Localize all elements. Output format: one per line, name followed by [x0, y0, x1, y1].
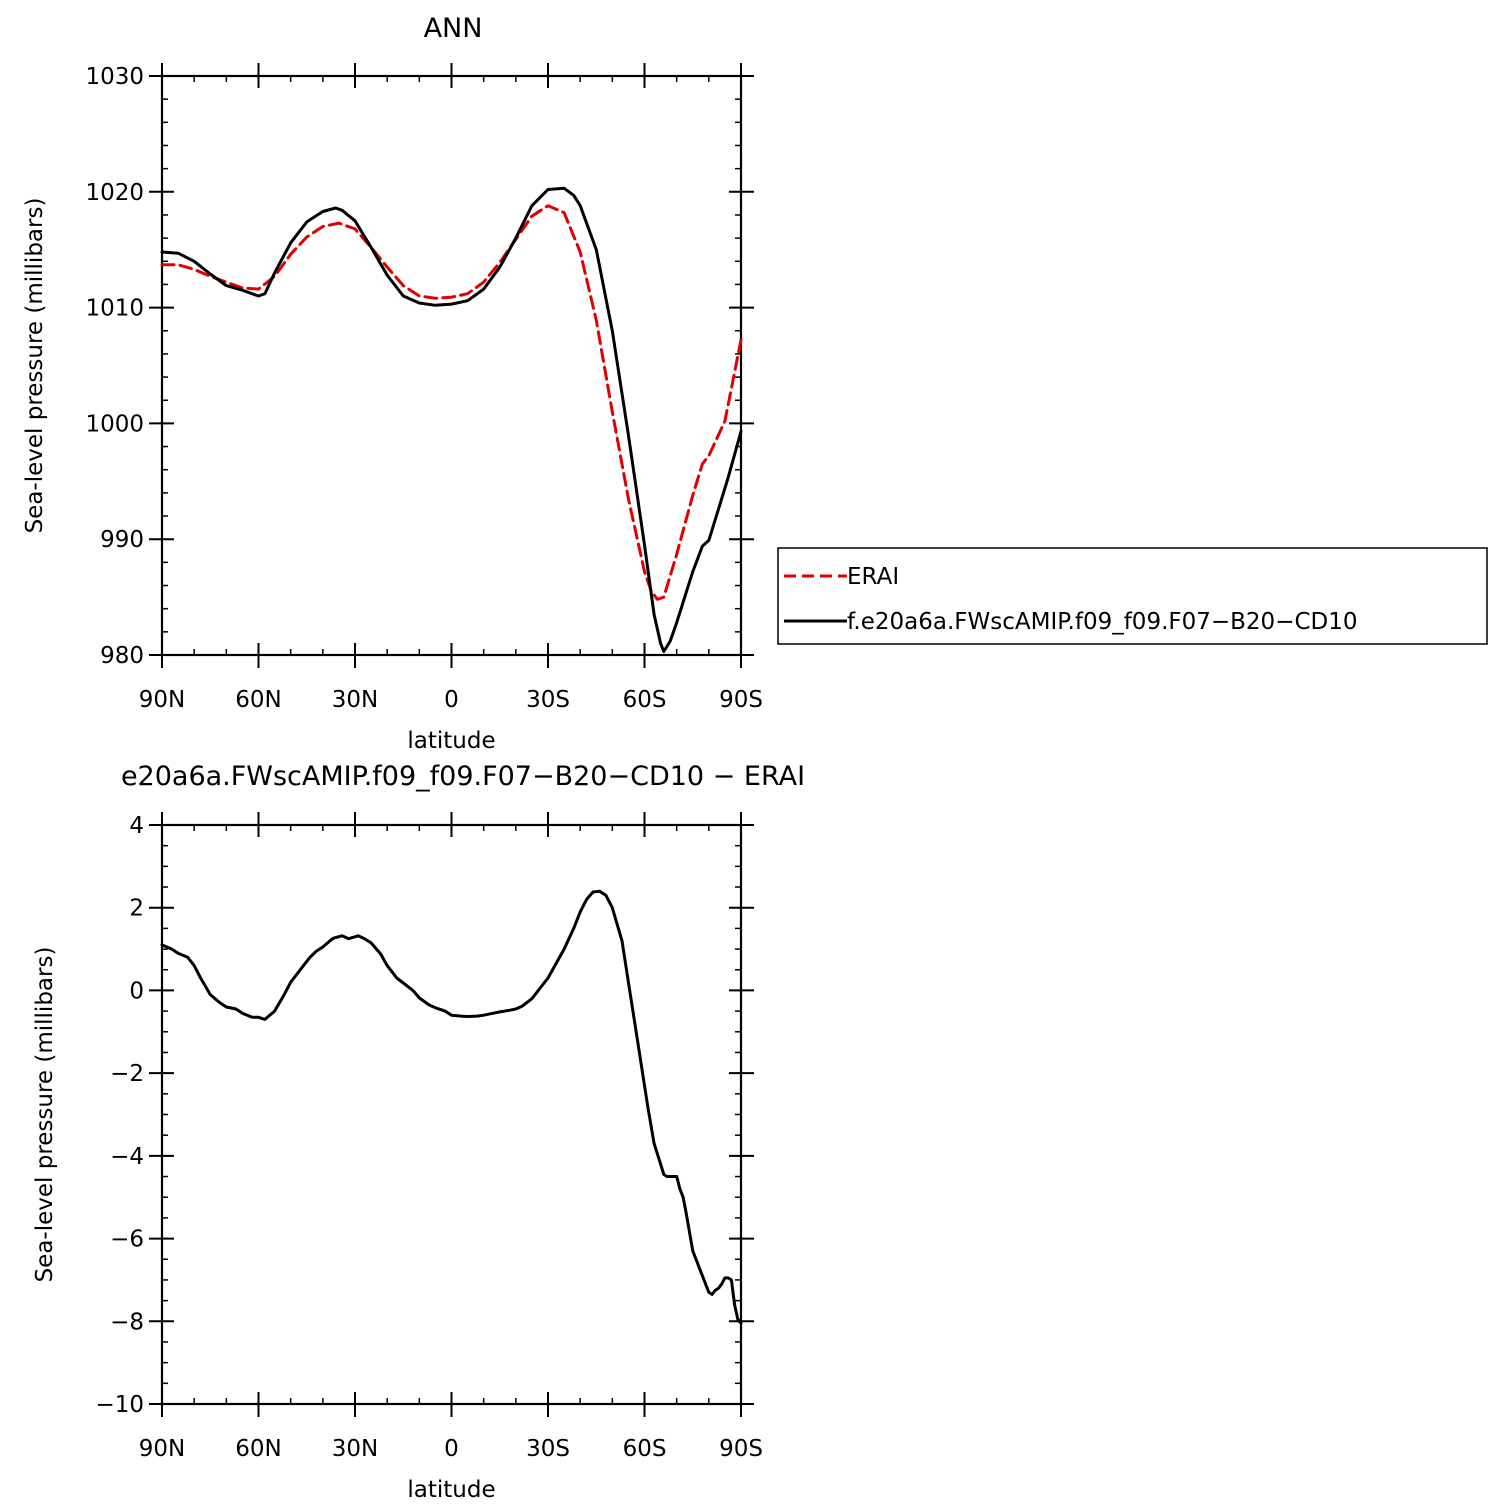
x-tick-label: 90S	[719, 687, 763, 713]
x-tick-label: 30S	[526, 687, 570, 713]
x-tick-label: 60N	[235, 1436, 281, 1462]
bottom-panel-chart: −10 −8 −6 −4 −2 0 2 4 90N 60N 30N 0 30S 60S 90S latitud…	[32, 761, 805, 1503]
x-tick-label: 30N	[332, 687, 378, 713]
tick-marks	[149, 812, 754, 1417]
y-tick-label: 1010	[85, 296, 144, 322]
x-axis-title: latitude	[407, 728, 495, 754]
plot-frame	[160, 74, 743, 657]
y-tick-label: −2	[110, 1061, 144, 1087]
y-tick-label: 1020	[85, 180, 144, 206]
y-tick-label: 990	[100, 527, 144, 553]
y-tick-label: 4	[129, 813, 144, 839]
y-tick-label: 1030	[85, 64, 144, 90]
y-tick-label: 980	[100, 643, 144, 669]
series-line-1	[160, 186, 743, 653]
x-tick-label: 30N	[332, 1436, 378, 1462]
series-line-0	[160, 204, 743, 601]
y-tick-label: −6	[110, 1227, 144, 1253]
x-tick-label: 30S	[526, 1436, 570, 1462]
y-axis-title: Sea-level pressure (millibars)	[22, 198, 48, 534]
y-tick-label: 1000	[85, 411, 144, 437]
legend: ERAI f.e20a6a.FWscAMIP.f09_f09.F07−B20−CD…	[777, 547, 1488, 645]
y-tick-label: 0	[129, 978, 144, 1004]
x-tick-label: 90N	[139, 1436, 185, 1462]
y-axis-title: Sea-level pressure (millibars)	[32, 947, 58, 1283]
legend-label: f.e20a6a.FWscAMIP.f09_f09.F07−B20−CD10	[847, 609, 1358, 635]
y-tick-label: −10	[95, 1392, 144, 1418]
legend-label: ERAI	[847, 564, 899, 590]
y-tick-label: −4	[110, 1144, 144, 1170]
x-tick-label: 0	[444, 1436, 459, 1462]
x-tick-label: 60S	[623, 687, 667, 713]
x-tick-label: 0	[444, 687, 459, 713]
legend-box	[777, 547, 1488, 645]
x-tick-label: 60N	[235, 687, 281, 713]
plot-frame	[160, 823, 743, 1406]
plot-title: ANN	[424, 13, 483, 44]
y-tick-label: 2	[129, 896, 144, 922]
top-panel-chart: 980 990 1000 1010 1020 1030 90N 60N 30N 0 30S 60S 90…	[22, 13, 1488, 754]
tick-marks	[149, 63, 754, 668]
x-axis-title: latitude	[407, 1477, 495, 1503]
x-tick-label: 90N	[139, 687, 185, 713]
difference-line	[160, 889, 743, 1325]
plot-title: e20a6a.FWscAMIP.f09_f09.F07−B20−CD10 − E…	[121, 761, 805, 792]
y-tick-label: −8	[110, 1309, 144, 1335]
x-tick-label: 60S	[623, 1436, 667, 1462]
x-tick-label: 90S	[719, 1436, 763, 1462]
